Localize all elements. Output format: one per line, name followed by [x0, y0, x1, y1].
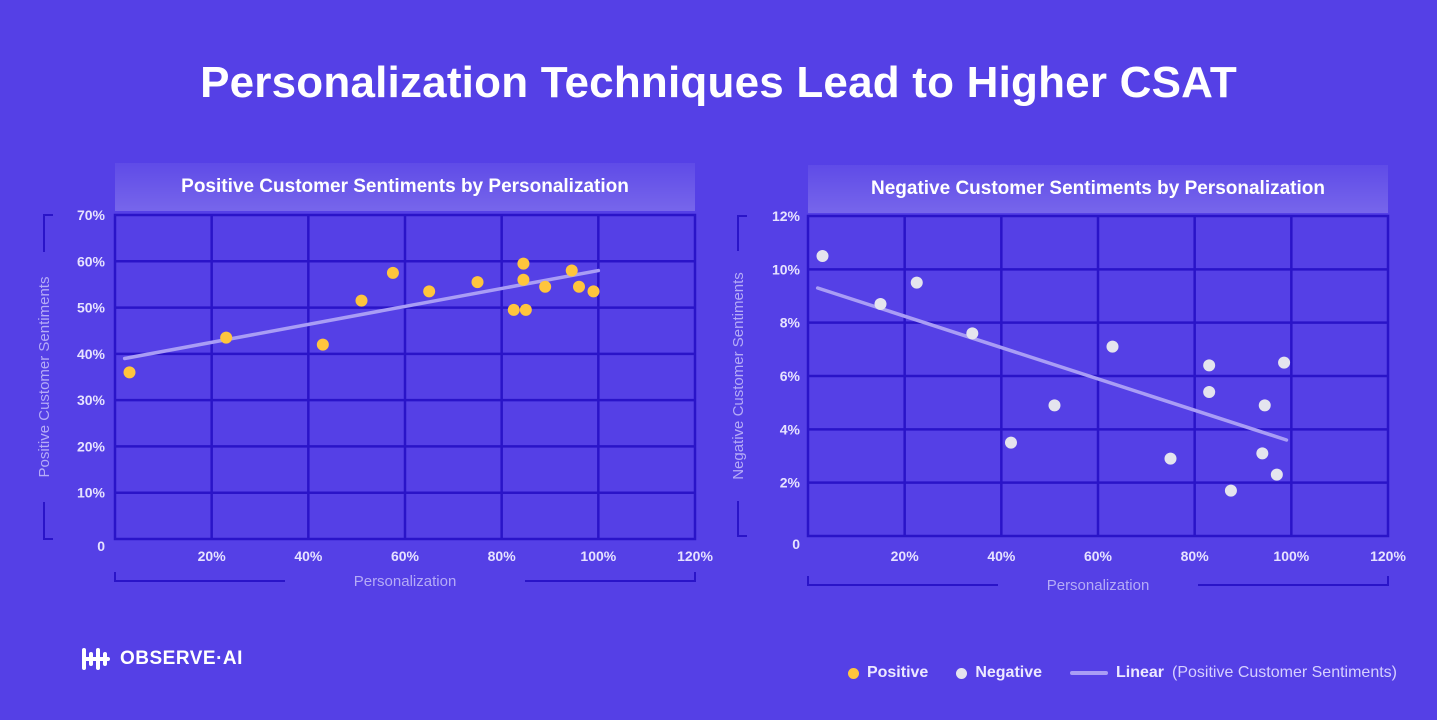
negative-y-axis-title: Negative Customer Sentiments	[730, 272, 747, 480]
negative-x-tick-label: 80%	[1181, 548, 1210, 564]
negative-data-point	[1005, 436, 1017, 449]
positive-x-bracket-left	[114, 572, 285, 582]
legend-item-linear: Linear (Positive Customer Sentiments)	[1070, 664, 1397, 682]
trend-line-icon	[1070, 671, 1109, 675]
positive-y-tick-label: 0	[97, 538, 105, 554]
positive-x-tick-label: 80%	[488, 548, 517, 564]
positive-data-point	[123, 366, 136, 379]
negative-x-tick-label: 120%	[1370, 548, 1406, 564]
negative-y-tick-label: 10%	[772, 261, 801, 277]
positive-data-point	[517, 273, 530, 286]
negative-data-point	[1164, 452, 1177, 465]
negative-dot-icon	[956, 667, 968, 679]
page-title: Personalization Techniques Lead to Highe…	[200, 58, 1237, 107]
positive-data-point	[471, 276, 484, 289]
chart-title-negative: Negative Customer Sentiments by Personal…	[808, 165, 1388, 213]
positive-data-point	[565, 264, 578, 277]
positive-x-tick-label: 120%	[677, 548, 713, 564]
negative-trend-line	[815, 286, 1289, 442]
negative-y-bracket-bottom	[737, 501, 747, 537]
legend-label-positive: Positive	[866, 664, 929, 681]
positive-y-tick-label: 50%	[77, 300, 106, 316]
positive-y-tick-label: 60%	[77, 253, 106, 269]
negative-data-point	[910, 276, 923, 289]
negative-y-tick-label: 0	[792, 536, 800, 552]
negative-data-point	[1270, 468, 1283, 481]
positive-dot-icon	[847, 667, 859, 679]
positive-x-tick-label: 60%	[391, 548, 420, 564]
legend-label-linear-note: (Positive Customer Sentiments)	[1172, 664, 1397, 681]
negative-data-point	[816, 250, 829, 262]
positive-y-tick-label: 20%	[77, 438, 106, 454]
positive-data-point	[539, 280, 552, 293]
negative-y-tick-label: 8%	[780, 315, 801, 331]
negative-data-point	[1106, 340, 1119, 353]
positive-data-point	[507, 303, 520, 316]
legend-item-positive: Positive	[847, 664, 929, 682]
negative-x-bracket-left	[807, 576, 998, 586]
positive-sentiment-chart: 20% 40% 60% 80% 100% 120% 0 10% 20% 30% 40% 50% 60% 7…	[36, 207, 713, 590]
positive-trend-line	[122, 268, 601, 361]
positive-data-point	[423, 285, 436, 298]
positive-data-point	[316, 338, 329, 351]
positive-y-bracket-bottom	[43, 502, 53, 540]
negative-data-point	[1048, 399, 1061, 412]
positive-y-tick-label: 30%	[77, 392, 106, 408]
positive-x-tick-label: 40%	[294, 548, 323, 564]
positive-y-tick-label: 40%	[77, 346, 106, 362]
negative-data-point	[1278, 356, 1291, 369]
legend-label-linear: Linear	[1116, 664, 1165, 681]
legend-item-negative: Negative	[956, 664, 1042, 682]
negative-data-point	[1256, 447, 1269, 460]
negative-data-point	[1203, 386, 1216, 398]
negative-data-point	[1224, 484, 1237, 497]
brand-logo: OBSERVE·AI	[80, 645, 243, 673]
negative-y-tick-label: 4%	[780, 421, 801, 437]
positive-data-point	[355, 294, 368, 307]
negative-y-tick-label: 2%	[780, 475, 801, 491]
positive-y-axis-title: Positive Customer Sentiments	[36, 277, 53, 478]
positive-y-bracket-top	[43, 214, 53, 252]
negative-x-tick-label: 20%	[891, 548, 920, 564]
negative-x-bracket-right	[1198, 576, 1389, 586]
positive-x-tick-label: 20%	[198, 548, 227, 564]
chart-title-positive: Positive Customer Sentiments by Personal…	[115, 163, 695, 211]
negative-y-tick-label: 12%	[772, 208, 801, 224]
positive-data-point	[519, 303, 532, 316]
negative-y-tick-label: 6%	[780, 368, 801, 384]
legend-label-negative: Negative	[975, 664, 1043, 681]
positive-data-point	[517, 257, 530, 270]
positive-data-point	[386, 266, 399, 279]
negative-sentiment-chart: 20% 40% 60% 80% 100% 120% 0 2% 4% 6% 8% 10% 12% Perso…	[730, 208, 1406, 594]
positive-x-axis-title: Personalization	[354, 573, 457, 590]
positive-y-tick-label: 10%	[77, 485, 106, 501]
logo-text: OBSERVE·AI	[120, 648, 243, 669]
negative-x-tick-label: 40%	[987, 548, 1016, 564]
positive-data-point	[573, 280, 585, 293]
positive-x-tick-label: 100%	[580, 548, 616, 564]
negative-x-tick-label: 60%	[1084, 548, 1113, 564]
negative-x-tick-label: 100%	[1273, 548, 1309, 564]
negative-x-axis-title: Personalization	[1047, 577, 1150, 594]
negative-data-point	[1258, 399, 1271, 412]
chart-legend: Positive Negative Linear (Positive Custo…	[847, 664, 1397, 682]
observe-ai-logo-icon	[82, 648, 110, 670]
negative-y-bracket-top	[737, 215, 747, 251]
positive-data-point	[587, 285, 600, 298]
negative-data-point	[874, 298, 887, 310]
positive-y-tick-label: 70%	[77, 207, 106, 223]
positive-x-bracket-right	[525, 572, 696, 582]
positive-data-point	[220, 331, 233, 344]
negative-data-point	[1203, 359, 1216, 372]
negative-data-point	[966, 327, 979, 340]
